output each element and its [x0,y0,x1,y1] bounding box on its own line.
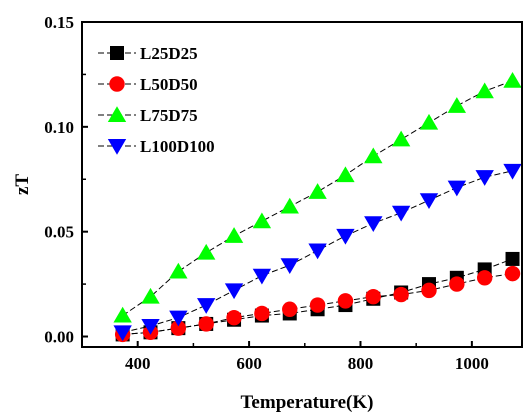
y-tick-label: 0.00 [44,328,74,347]
data-point-circle [365,288,381,305]
x-tick-label: 1000 [455,354,489,373]
data-point-triangle-down [224,283,244,300]
data-point-triangle-down [391,205,411,222]
legend-item: L100D100 [98,137,215,156]
legend-item: L50D50 [98,75,198,94]
legend-marker-triangle-up [107,106,127,122]
series-l50d50 [114,265,521,343]
legend-label: L75D75 [140,106,198,125]
data-point-triangle-up [419,113,439,130]
data-point-triangle-down [447,180,467,197]
data-point-circle [504,265,521,282]
y-tick-label: 0.15 [44,13,74,32]
data-point-circle [282,301,298,317]
series-l75d75 [113,71,522,323]
data-point-triangle-down [419,193,439,209]
data-point-square [505,251,520,266]
legend-label: L100D100 [140,137,215,156]
x-tick-label: 800 [348,354,374,373]
legend-item: L25D25 [98,44,198,63]
data-point-triangle-up [308,183,327,199]
data-point-triangle-up [197,243,216,260]
x-tick-label: 600 [236,354,262,373]
data-point-triangle-up [280,197,299,214]
data-point-triangle-down [336,228,355,245]
series-l100d100 [113,163,522,342]
data-point-triangle-up [336,166,355,183]
data-point-triangle-down [308,243,327,260]
data-point-triangle-up [475,82,494,99]
data-point-triangle-down [169,310,188,327]
data-point-triangle-up [447,97,467,113]
data-point-triangle-down [113,325,132,342]
series-line [122,273,513,335]
data-point-triangle-down [364,216,383,233]
data-point-triangle-up [113,306,132,323]
legend-item: L75D75 [98,106,198,125]
data-point-circle [421,282,437,299]
legend-label: L25D25 [140,44,198,63]
y-axis-title: zT [12,174,33,195]
data-point-triangle-up [391,130,411,147]
data-point-triangle-down [197,298,216,314]
series-line [122,80,513,316]
legend-label: L50D50 [140,75,198,94]
data-point-circle [254,305,270,322]
data-point-circle [170,320,187,336]
legend: L25D25 L50D50 L75D75 L100D100 [98,44,215,156]
data-point-triangle-down [252,268,272,285]
x-axis-title: Temperature(K) [241,392,374,413]
data-point-triangle-up [224,227,244,243]
data-point-triangle-down [475,170,494,186]
data-point-triangle-up [503,71,522,88]
data-point-triangle-up [141,287,160,304]
data-point-triangle-down [503,163,522,180]
data-point-triangle-up [169,262,188,279]
plot-frame [81,21,523,348]
data-point-circle [476,270,493,286]
data-point-circle [449,276,465,292]
data-point-triangle-down [280,258,299,274]
y-tick-label: 0.05 [44,223,74,242]
data-point-circle [393,286,409,303]
legend-marker-circle [109,76,125,92]
data-point-circle [226,309,242,326]
data-point-circle [309,297,326,313]
data-point-triangle-up [364,147,383,164]
x-tick-label: 400 [125,354,151,373]
data-point-circle [198,316,214,332]
legend-marker-triangle-down [107,139,127,155]
legend-marker-square [110,46,124,60]
data-point-triangle-down [141,319,160,335]
y-tick-label: 0.10 [44,118,74,137]
data-point-circle [337,293,354,309]
data-point-triangle-up [252,212,272,229]
